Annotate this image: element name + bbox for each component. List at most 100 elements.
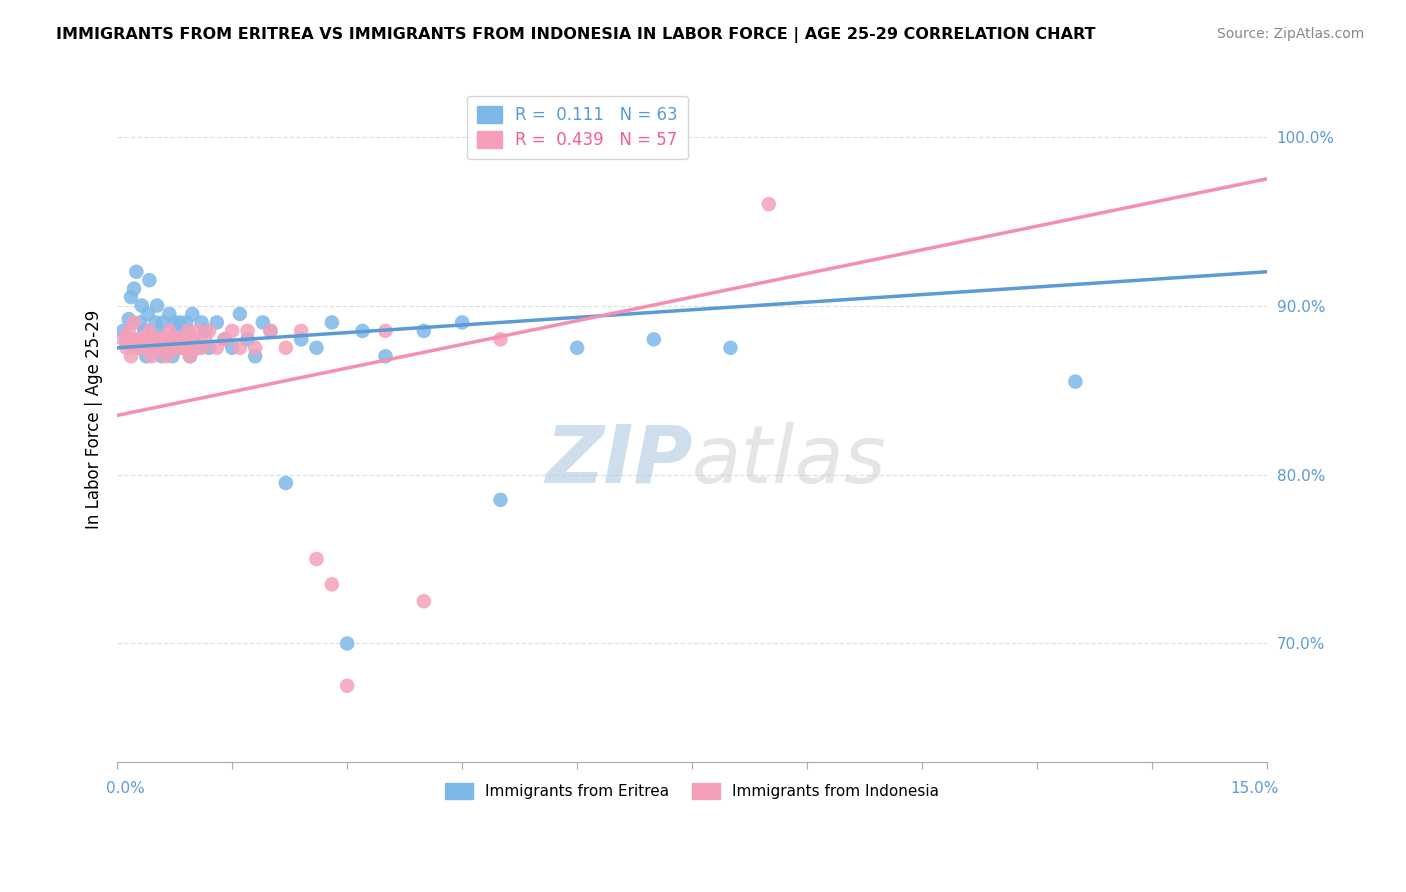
Text: 0.0%: 0.0% xyxy=(105,780,145,796)
Point xyxy=(120,349,142,363)
Point xyxy=(167,341,190,355)
Point xyxy=(148,341,170,355)
Point xyxy=(305,552,328,566)
Point xyxy=(129,315,152,329)
Y-axis label: In Labor Force | Age 25-29: In Labor Force | Age 25-29 xyxy=(86,310,103,529)
Point xyxy=(169,315,191,329)
Text: 15.0%: 15.0% xyxy=(1230,780,1278,796)
Point xyxy=(128,332,150,346)
Point xyxy=(181,332,204,346)
Point xyxy=(153,332,176,346)
Point xyxy=(157,307,180,321)
Point xyxy=(183,332,205,346)
Point xyxy=(412,324,434,338)
Point xyxy=(125,265,148,279)
Point xyxy=(121,332,143,346)
Point xyxy=(243,349,266,363)
Point xyxy=(118,312,141,326)
Point xyxy=(135,332,157,346)
Point xyxy=(643,332,665,346)
Point xyxy=(259,324,281,338)
Point xyxy=(187,324,209,338)
Point xyxy=(274,341,297,355)
Point xyxy=(177,324,200,338)
Point xyxy=(118,324,141,338)
Point xyxy=(122,315,145,329)
Point xyxy=(166,324,188,338)
Point xyxy=(146,332,169,346)
Point xyxy=(138,324,160,338)
Point xyxy=(141,332,163,346)
Point xyxy=(179,349,201,363)
Point xyxy=(181,307,204,321)
Point xyxy=(290,324,312,338)
Point xyxy=(143,332,166,346)
Point xyxy=(290,332,312,346)
Point xyxy=(136,307,159,321)
Point xyxy=(194,332,217,346)
Point xyxy=(229,341,252,355)
Point xyxy=(720,341,742,355)
Point xyxy=(321,577,343,591)
Point xyxy=(115,335,138,350)
Point xyxy=(135,349,157,363)
Point xyxy=(187,341,209,355)
Point xyxy=(451,315,474,329)
Point xyxy=(305,341,328,355)
Point xyxy=(236,324,259,338)
Point xyxy=(172,341,194,355)
Point xyxy=(129,341,152,355)
Point xyxy=(172,332,194,346)
Point xyxy=(163,341,186,355)
Point xyxy=(143,341,166,355)
Point xyxy=(150,332,173,346)
Point xyxy=(146,299,169,313)
Point xyxy=(152,315,174,329)
Point xyxy=(352,324,374,338)
Point xyxy=(174,341,197,355)
Point xyxy=(173,341,195,355)
Point xyxy=(214,332,236,346)
Point xyxy=(141,349,163,363)
Point xyxy=(132,341,155,355)
Point xyxy=(229,307,252,321)
Point xyxy=(412,594,434,608)
Point xyxy=(236,332,259,346)
Point xyxy=(132,324,155,338)
Point xyxy=(166,332,188,346)
Point xyxy=(374,349,396,363)
Point xyxy=(489,492,512,507)
Point xyxy=(163,315,186,329)
Point xyxy=(252,315,274,329)
Text: IMMIGRANTS FROM ERITREA VS IMMIGRANTS FROM INDONESIA IN LABOR FORCE | AGE 25-29 : IMMIGRANTS FROM ERITREA VS IMMIGRANTS FR… xyxy=(56,27,1095,43)
Point xyxy=(112,324,135,338)
Point xyxy=(169,332,191,346)
Point xyxy=(145,341,167,355)
Text: Source: ZipAtlas.com: Source: ZipAtlas.com xyxy=(1216,27,1364,41)
Point xyxy=(259,324,281,338)
Point xyxy=(190,315,212,329)
Point xyxy=(374,324,396,338)
Point xyxy=(177,324,200,338)
Point xyxy=(138,273,160,287)
Point xyxy=(321,315,343,329)
Point xyxy=(162,332,184,346)
Point xyxy=(243,341,266,355)
Point xyxy=(174,315,197,329)
Point xyxy=(167,341,190,355)
Point xyxy=(152,341,174,355)
Point xyxy=(148,324,170,338)
Point xyxy=(214,332,236,346)
Point xyxy=(565,341,588,355)
Point xyxy=(156,349,179,363)
Text: atlas: atlas xyxy=(692,422,887,500)
Point xyxy=(160,332,183,346)
Point xyxy=(221,341,243,355)
Point xyxy=(274,475,297,490)
Point xyxy=(156,341,179,355)
Point xyxy=(205,341,228,355)
Point xyxy=(120,290,142,304)
Point xyxy=(183,341,205,355)
Point xyxy=(131,332,153,346)
Point xyxy=(221,324,243,338)
